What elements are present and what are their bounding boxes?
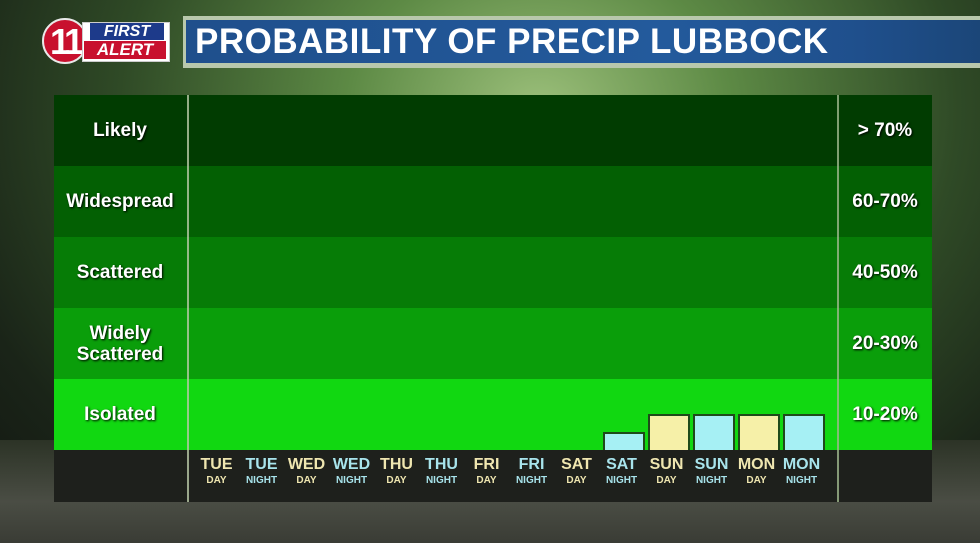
period-day: FRI: [473, 456, 500, 473]
band-range: > 70%: [857, 119, 913, 141]
channel-11-icon: 11: [42, 18, 88, 64]
x-axis-label: SAT DAY: [554, 456, 599, 487]
band-label: Scattered: [76, 262, 164, 283]
period-day: WED: [332, 456, 371, 473]
precip-bar: [648, 414, 690, 450]
period-time: DAY: [656, 475, 677, 486]
period-time: NIGHT: [785, 475, 818, 486]
period-time: NIGHT: [515, 475, 548, 486]
divider-left: [187, 95, 189, 502]
band-label: Widespread: [66, 191, 174, 212]
period-day: FRI: [518, 456, 545, 473]
band-likely: Likely > 70%: [54, 95, 932, 166]
period-day: SAT: [606, 456, 637, 473]
x-axis-label: SUN NIGHT: [689, 456, 734, 487]
band-widespread: Widespread 60-70%: [54, 166, 932, 237]
x-axis-label: SUN DAY: [644, 456, 689, 487]
period-time: DAY: [566, 475, 587, 486]
period-time: NIGHT: [335, 475, 368, 486]
band-scattered: Scattered 40-50%: [54, 237, 932, 308]
period-time: DAY: [746, 475, 767, 486]
title-bar: PROBABILITY OF PRECIP LUBBOCK: [183, 16, 980, 68]
band-label: Widely Scattered: [76, 322, 164, 365]
x-axis-label: TUE NIGHT: [239, 456, 284, 487]
period-day: SUN: [649, 456, 684, 473]
x-axis-label: TUE DAY: [194, 456, 239, 487]
band-range: 40-50%: [852, 261, 918, 283]
x-axis-label: MON DAY: [734, 456, 779, 487]
band-label: Likely: [93, 120, 147, 141]
period-day: THU: [425, 456, 458, 473]
precip-chart: Likely > 70% Widespread 60-70% Scattered…: [54, 95, 932, 502]
x-axis-label: MON NIGHT: [779, 456, 824, 487]
period-day: MON: [782, 456, 821, 473]
x-axis: TUE DAY TUE NIGHT WED DAY WED NIGHT THU DAY THU NIG…: [54, 450, 932, 502]
x-axis-label: FRI DAY: [464, 456, 509, 487]
precip-bar: [783, 414, 825, 450]
x-axis-label: WED NIGHT: [329, 456, 374, 487]
period-time: DAY: [296, 475, 317, 486]
x-axis-label: SAT NIGHT: [599, 456, 644, 487]
divider-right: [837, 95, 839, 502]
period-time: DAY: [386, 475, 407, 486]
band-label: Isolated: [84, 404, 156, 425]
period-day: MON: [737, 456, 776, 473]
period-day: THU: [380, 456, 413, 473]
logo-first: FIRST: [90, 23, 164, 40]
period-day: WED: [287, 456, 326, 473]
precip-bar: [693, 414, 735, 450]
first-alert-logo: 11 FIRST ALERT: [42, 18, 170, 66]
period-time: NIGHT: [695, 475, 728, 486]
precip-bar: [603, 432, 645, 450]
precip-bar: [738, 414, 780, 450]
period-day: SUN: [694, 456, 729, 473]
x-axis-label: WED DAY: [284, 456, 329, 487]
band-widely-scattered: Widely Scattered 20-30%: [54, 308, 932, 379]
band-range: 10-20%: [852, 403, 918, 425]
band-range: 60-70%: [852, 190, 918, 212]
period-day: SAT: [561, 456, 592, 473]
x-axis-label: THU DAY: [374, 456, 419, 487]
band-range: 20-30%: [852, 332, 918, 354]
period-time: NIGHT: [245, 475, 278, 486]
period-time: DAY: [476, 475, 497, 486]
x-axis-label: FRI NIGHT: [509, 456, 554, 487]
period-time: NIGHT: [425, 475, 458, 486]
period-day: TUE: [200, 456, 233, 473]
period-time: DAY: [206, 475, 227, 486]
period-time: NIGHT: [605, 475, 638, 486]
page-title: PROBABILITY OF PRECIP LUBBOCK: [195, 22, 829, 61]
x-axis-label: THU NIGHT: [419, 456, 464, 487]
logo-alert: ALERT: [84, 41, 166, 59]
period-day: TUE: [245, 456, 278, 473]
